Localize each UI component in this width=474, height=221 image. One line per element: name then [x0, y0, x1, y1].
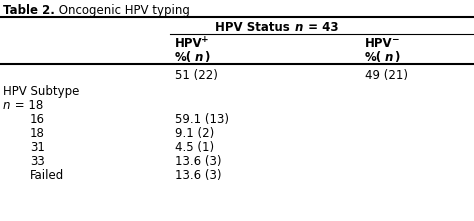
- Text: HPV: HPV: [175, 37, 202, 50]
- Text: Failed: Failed: [30, 169, 64, 182]
- Text: ): ): [394, 51, 400, 64]
- Text: HPV: HPV: [365, 37, 392, 50]
- Text: 59.1 (13): 59.1 (13): [175, 113, 229, 126]
- Text: 33: 33: [30, 155, 45, 168]
- Text: 18: 18: [30, 127, 45, 140]
- Text: HPV Subtype: HPV Subtype: [3, 85, 79, 98]
- Text: +: +: [201, 35, 209, 44]
- Text: Oncogenic HPV typing: Oncogenic HPV typing: [55, 4, 190, 17]
- Text: n: n: [195, 51, 203, 64]
- Text: n: n: [3, 99, 10, 112]
- Text: Table 2.: Table 2.: [3, 4, 55, 17]
- Text: 16: 16: [30, 113, 45, 126]
- Text: HPV Status: HPV Status: [215, 21, 294, 34]
- Text: 49 (21): 49 (21): [365, 69, 408, 82]
- Text: 31: 31: [30, 141, 45, 154]
- Text: 4.5 (1): 4.5 (1): [175, 141, 214, 154]
- Text: 13.6 (3): 13.6 (3): [175, 169, 221, 182]
- Text: −: −: [391, 35, 399, 44]
- Text: 9.1 (2): 9.1 (2): [175, 127, 214, 140]
- Text: 51 (22): 51 (22): [175, 69, 218, 82]
- Text: = 43: = 43: [304, 21, 338, 34]
- Text: %(: %(: [175, 51, 192, 64]
- Text: n: n: [385, 51, 393, 64]
- Text: %(: %(: [365, 51, 382, 64]
- Text: = 18: = 18: [11, 99, 43, 112]
- Text: 13.6 (3): 13.6 (3): [175, 155, 221, 168]
- Text: ): ): [204, 51, 210, 64]
- Text: n: n: [295, 21, 303, 34]
